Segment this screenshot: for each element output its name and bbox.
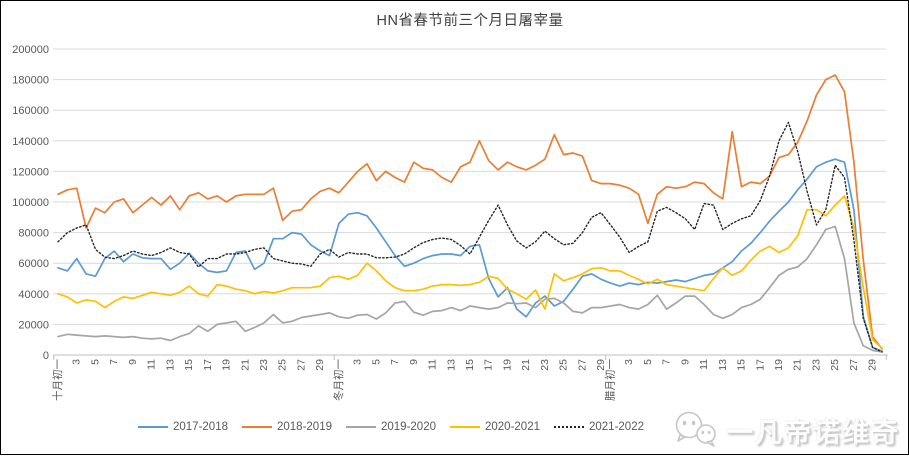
y-axis-tick-label: 180000 [12,75,49,87]
series-line-2018-2019 [57,74,883,350]
watermark-text: 一凡帝诺维奇 [726,417,900,448]
x-axis-tick-label: 7 [661,359,673,365]
x-axis-tick-label: 25 [829,359,841,371]
x-axis-tick-label: 17 [483,359,495,371]
legend-item-2018-2019: 2018-2019 [242,421,332,433]
legend-swatch [242,426,272,428]
y-axis-tick-label: 40000 [18,289,49,301]
wechat-chat-bubbles-icon [675,411,716,447]
legend-label: 2019-2020 [381,421,436,433]
legend-item-2019-2020: 2019-2020 [346,421,436,433]
x-axis-tick-label: 11 [146,359,158,370]
watermark: 一凡帝诺维奇 [672,410,900,450]
x-axis-tick-label: 腊月初一 [603,359,616,401]
legend-swatch [346,426,376,428]
x-axis-tick-label: 23 [810,359,822,371]
y-axis-tick-label: 60000 [18,258,49,270]
x-axis-tick-label: 29 [595,359,607,371]
x-axis-tick-label: 25 [558,359,570,371]
legend-label: 2021-2022 [589,421,644,433]
x-axis-tick-label: 9 [679,359,691,365]
legend-label: 2020-2021 [485,421,540,433]
legend-swatch [450,426,480,428]
x-axis-tick-label: 5 [642,359,654,365]
legend-item-2021-2022: 2021-2022 [554,421,644,433]
x-axis-tick-label: 13 [164,359,176,371]
x-axis-tick-label: 29 [867,359,879,371]
x-axis-tick-label: 15 [736,359,748,371]
chart-legend: 2017-2018 2018-2019 2019-2020 2020-2021 2021… [1,421,781,433]
x-axis-tick-label: 十月初一 [51,359,64,401]
legend-swatch [138,426,168,428]
x-axis-tick-label: 23 [539,359,551,371]
x-axis-tick-label: 17 [754,359,766,371]
x-axis-tick-label: 3 [71,359,83,365]
x-axis-tick-label: 19 [773,359,785,371]
x-axis-tick-label: 13 [717,359,729,371]
y-axis-tick-label: 100000 [12,197,49,209]
y-axis-tick-label: 160000 [12,105,49,117]
x-axis-tick-label: 7 [389,359,401,365]
y-axis-tick-label: 140000 [12,136,49,148]
legend-item-2017-2018: 2017-2018 [138,421,228,433]
x-axis-tick-label: 29 [314,359,326,371]
x-axis-tick-label: 5 [370,359,382,365]
x-axis-tick-label: 9 [408,359,420,365]
x-axis-tick-label: 27 [848,359,860,371]
x-axis-tick-label: 11 [427,359,439,370]
x-axis-tick-label: 冬月初一 [332,359,345,401]
x-axis-tick-label: 21 [239,359,251,371]
y-axis-tick-label: 80000 [18,228,49,240]
y-axis-tick-label: 0 [43,350,49,362]
x-axis-tick-label: 19 [221,359,233,371]
x-axis-tick-label: 27 [295,359,307,371]
x-axis-tick-label: 11 [698,359,710,370]
x-axis-tick-label: 7 [108,359,120,365]
x-axis-tick-label: 25 [277,359,289,371]
x-axis-tick-label: 13 [445,359,457,371]
x-axis-tick-label: 23 [258,359,270,371]
series-line-2020-2021 [57,195,883,349]
x-axis-tick-label: 19 [501,359,513,371]
x-axis-tick-label: 3 [352,359,364,365]
x-axis-tick-label: 17 [202,359,214,371]
legend-label: 2018-2019 [277,421,332,433]
y-axis-tick-label: 120000 [12,166,49,178]
x-axis-tick-label: 27 [576,359,588,371]
legend-label: 2017-2018 [173,421,228,433]
series-line-2019-2020 [57,225,883,353]
x-axis-tick-label: 21 [792,359,804,371]
x-axis-tick-label: 21 [520,359,532,371]
chart-title: HN省春节前三个月日屠宰量 [376,13,564,29]
x-axis-tick-label: 15 [464,359,476,371]
x-axis-tick-label: 5 [89,359,101,365]
series-line-2017-2018 [57,158,883,353]
legend-item-2020-2021: 2020-2021 [450,421,540,433]
x-axis-tick-label: 3 [623,359,635,365]
x-axis-tick-label: 15 [183,359,195,371]
y-axis-tick-label: 200000 [12,44,49,56]
y-axis-tick-label: 20000 [18,319,49,331]
x-axis-tick-label: 9 [127,359,139,365]
legend-swatch [554,426,584,428]
series-line-2021-2022 [57,121,883,353]
